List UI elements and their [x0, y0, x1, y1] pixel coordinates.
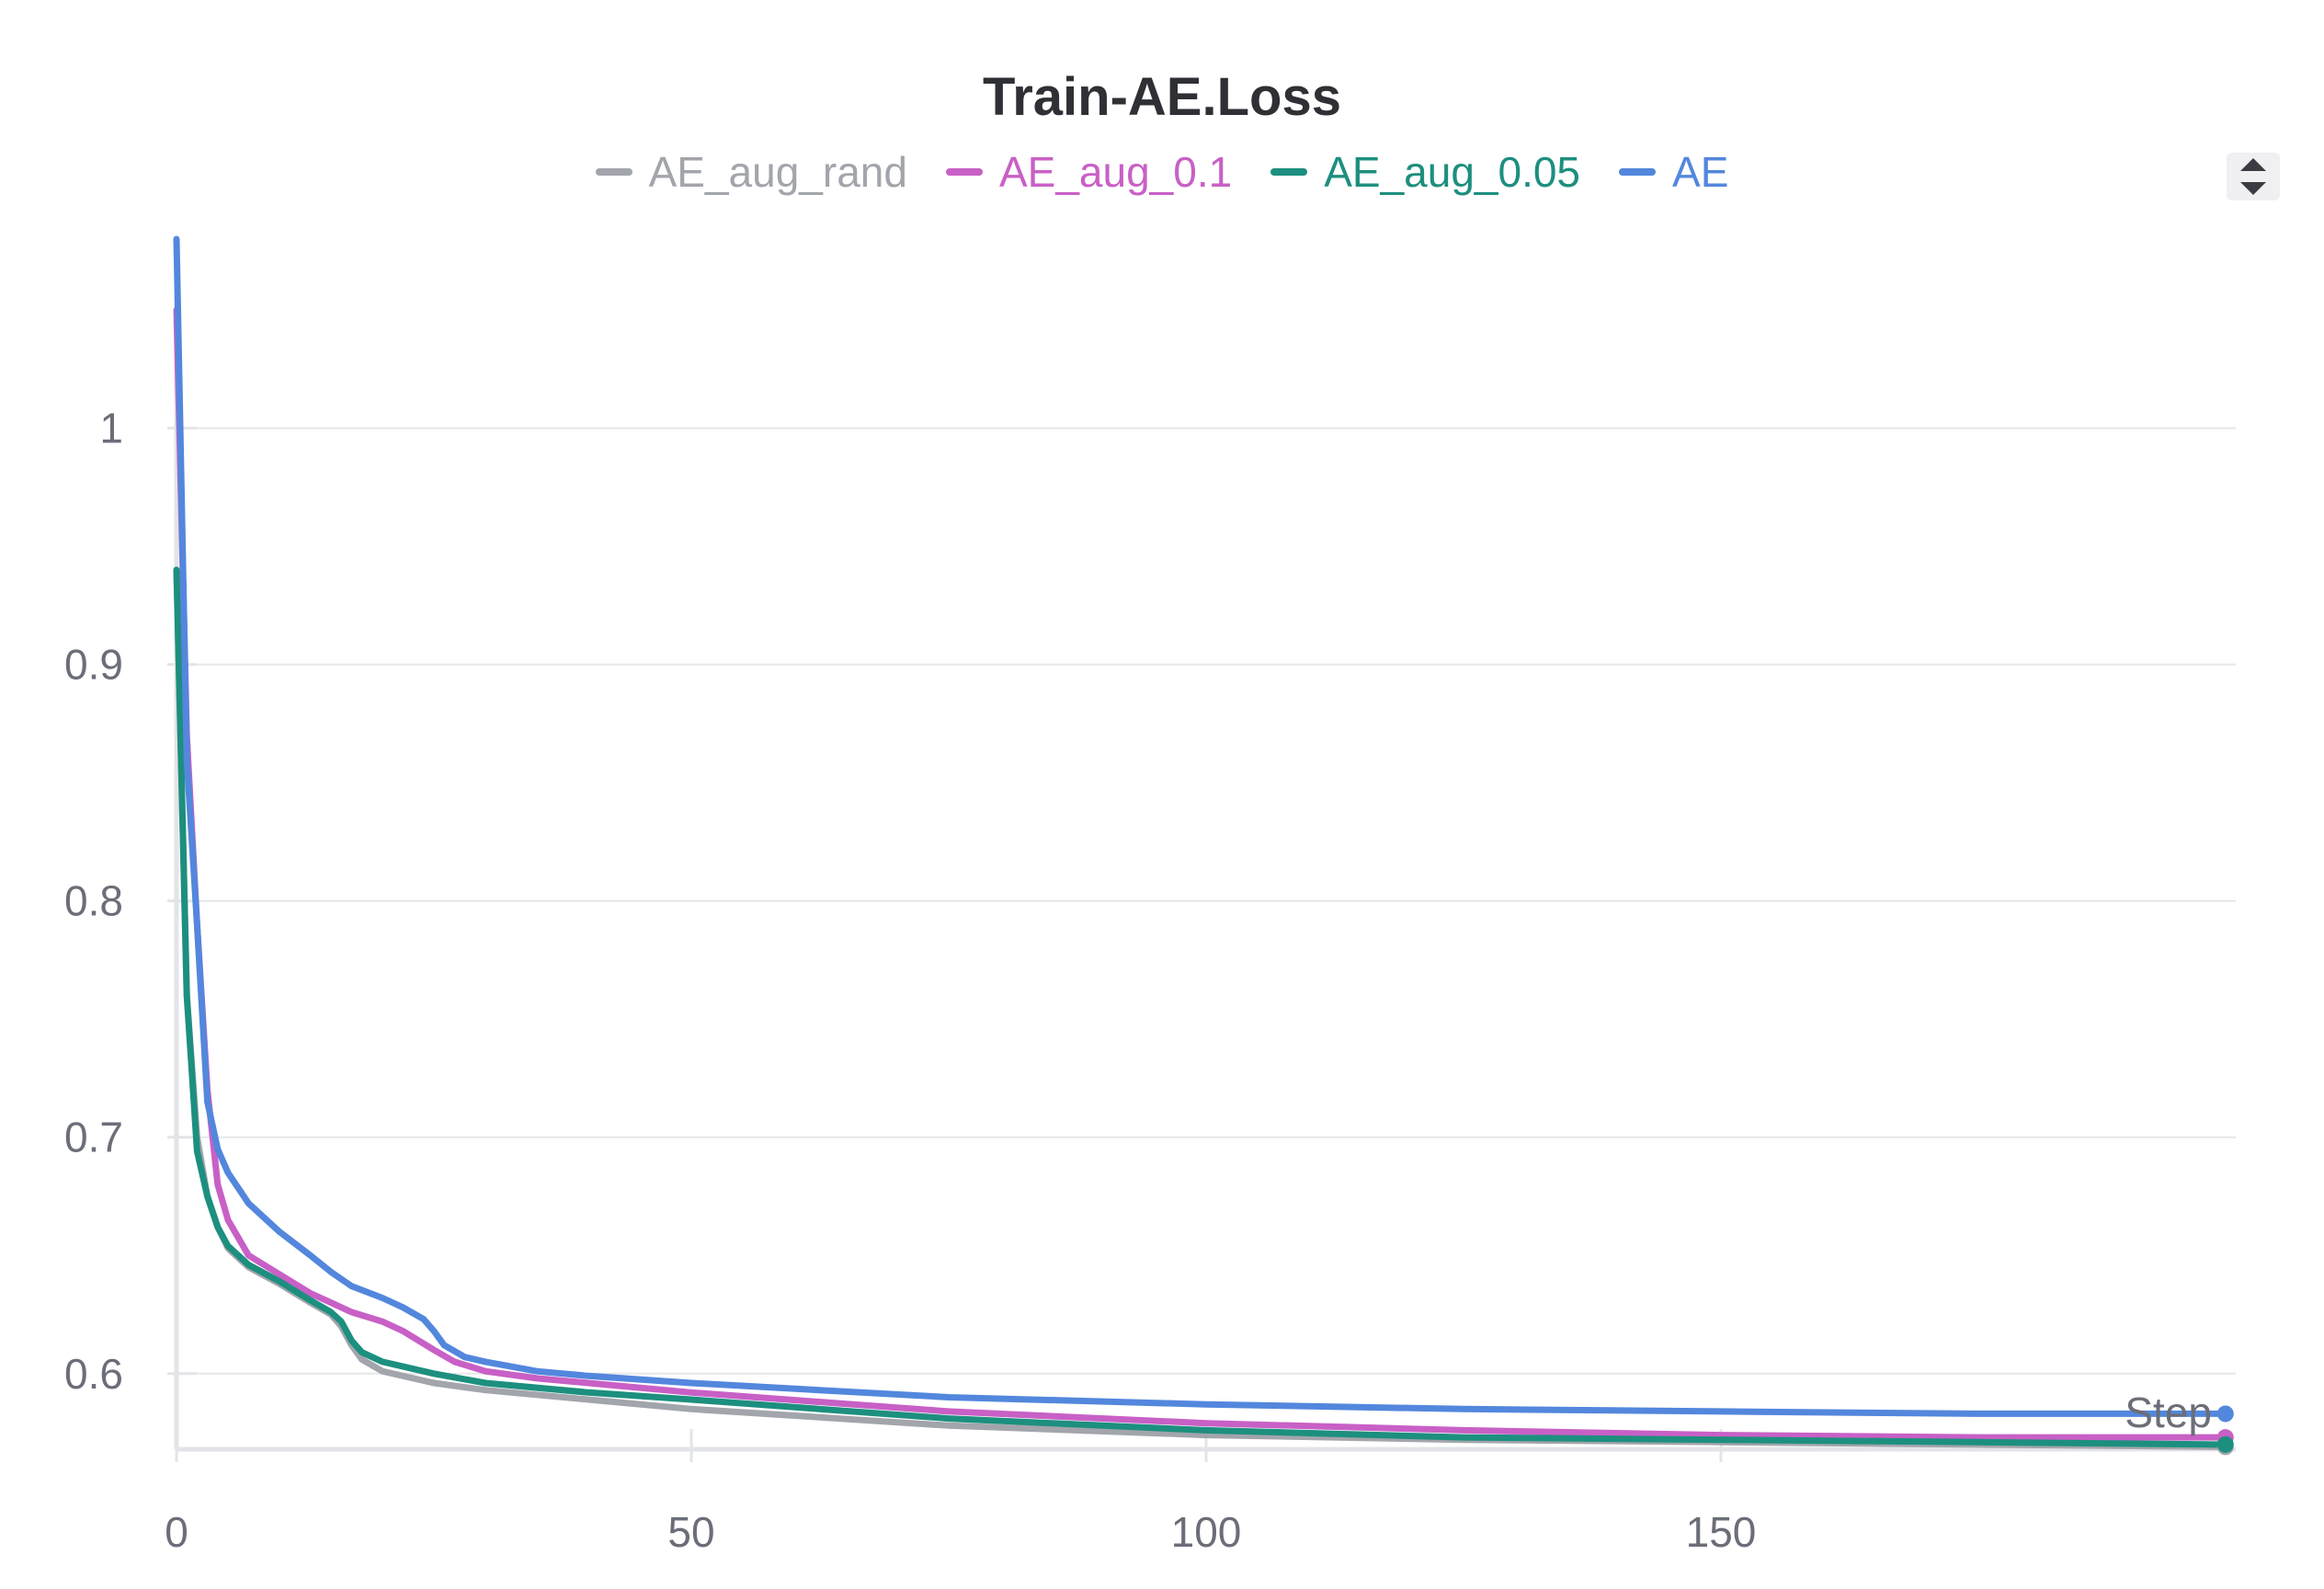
- series-line: [173, 566, 2229, 1450]
- series-lines: [173, 235, 2229, 1450]
- legend-scroll-button[interactable]: [2227, 153, 2280, 200]
- series-line: [173, 566, 2229, 1448]
- legend-item-ae-aug-0.1[interactable]: AE_aug_0.1: [945, 147, 1233, 197]
- y-tick-label: 0.7: [64, 1114, 123, 1161]
- grid: [177, 427, 2236, 1375]
- x-tick-label: 0: [165, 1508, 188, 1556]
- legend-swatch: [945, 168, 983, 176]
- series-end-point: [2216, 1405, 2234, 1423]
- y-tick-label: 0.6: [64, 1350, 123, 1398]
- x-axis-label: Step: [2125, 1389, 2212, 1436]
- x-tick-label: 150: [1686, 1508, 1757, 1556]
- legend-label: AE_aug_rand: [648, 148, 907, 196]
- legend-label: AE_aug_0.1: [998, 148, 1233, 196]
- legend: AE_aug_rand AE_aug_0.1 AE_aug_0.05 AE: [0, 147, 2324, 197]
- y-tick-label: 0.8: [64, 877, 123, 925]
- axes: [167, 239, 2236, 1462]
- series-line: [173, 306, 2229, 1441]
- up-down-arrows-icon: [2240, 158, 2266, 195]
- legend-swatch: [595, 168, 632, 176]
- tick-labels: 0.6 0.7 0.8 0.9 1 0 50 100 150: [64, 405, 1756, 1556]
- legend-item-ae-aug-0.05[interactable]: AE_aug_0.05: [1270, 147, 1580, 197]
- series-end-points: [2216, 1405, 2234, 1456]
- x-tick-label: 100: [1171, 1508, 1242, 1556]
- legend-label: AE_aug_0.05: [1324, 148, 1581, 196]
- series-end-point: [2216, 1435, 2234, 1453]
- y-tick-label: 0.9: [64, 641, 123, 689]
- legend-label: AE: [1672, 148, 1729, 196]
- legend-item-ae[interactable]: AE: [1619, 147, 1728, 197]
- chart-title: Train-AE.Loss: [983, 67, 1341, 127]
- legend-swatch: [1270, 168, 1308, 176]
- x-tick-label: 50: [667, 1508, 714, 1556]
- y-tick-label: 1: [99, 405, 123, 452]
- legend-swatch: [1619, 168, 1657, 176]
- legend-item-ae-aug-rand[interactable]: AE_aug_rand: [595, 147, 907, 197]
- series-line: [173, 235, 2229, 1417]
